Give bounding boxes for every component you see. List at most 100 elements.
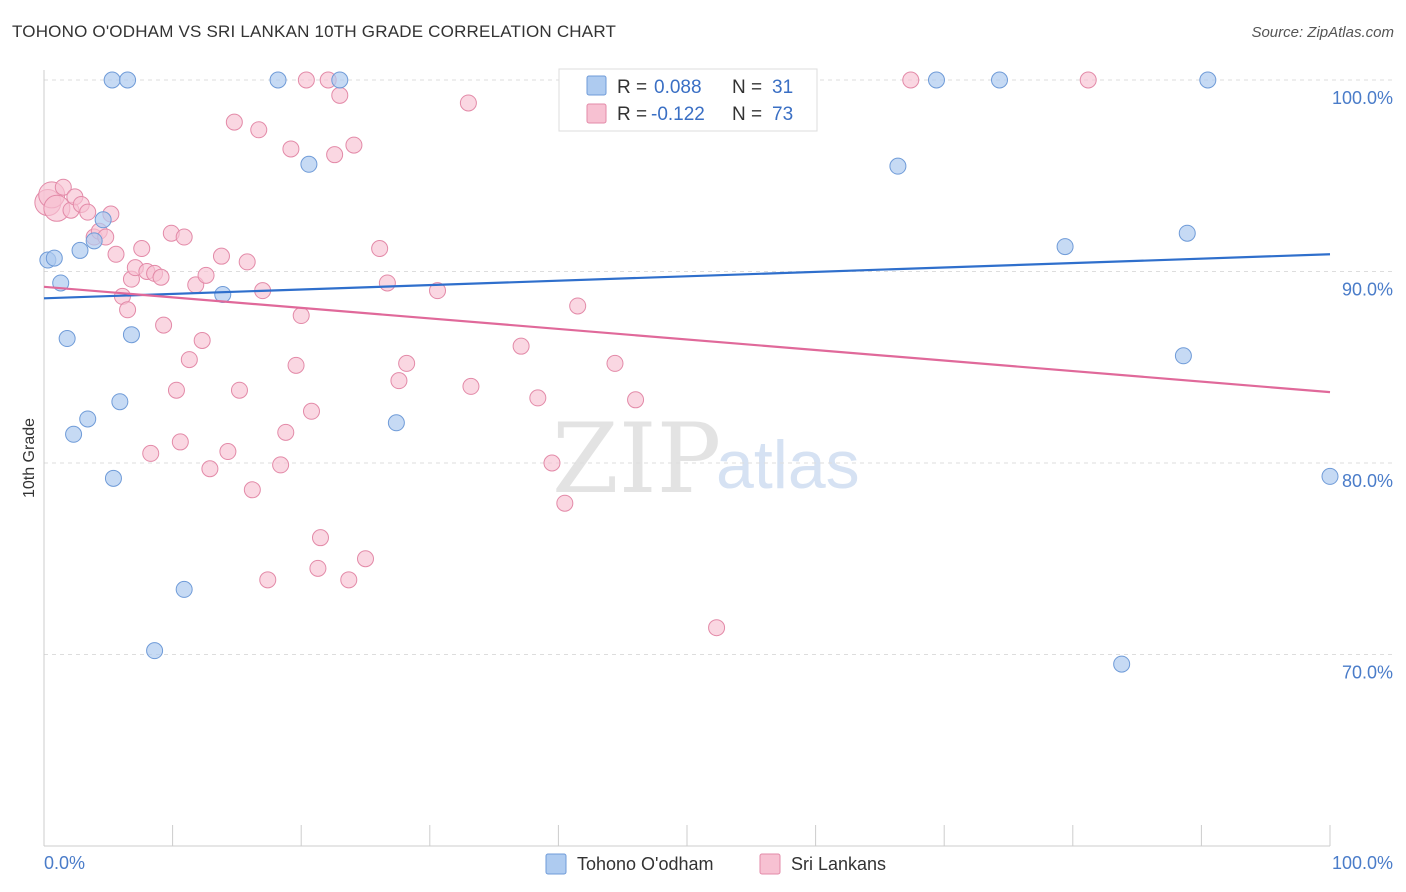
sri-lankans-point: [398, 354, 416, 372]
sri-lankans-point: [292, 307, 310, 325]
legend-n-label-blue: N =: [732, 77, 762, 98]
legend-r-label-blue: R =: [617, 77, 647, 98]
watermark-zip: ZIP: [552, 403, 721, 515]
legend-n-value-pink: 73: [772, 104, 793, 125]
sri-lankans-point: [331, 86, 349, 104]
sri-lankans-point: [133, 240, 151, 258]
legend-n-value-blue: 31: [772, 77, 793, 98]
sri-lankans-point: [311, 529, 329, 547]
tohono-oodham-point: [122, 326, 140, 344]
x-tick-label-max: 100.0%: [1332, 853, 1393, 873]
legend-r-value-pink: -0.122: [651, 104, 705, 125]
tohono-oodham-point: [1199, 71, 1217, 89]
y-tick-labels: 70.0% 80.0% 90.0% 100.0%: [1332, 88, 1393, 683]
series-sri-lankans-points: [34, 71, 1097, 637]
sri-lankans-point: [142, 444, 160, 462]
legend-swatch-blue: [586, 75, 607, 96]
grid-lines: [44, 79, 1392, 655]
x-tick-label-min: 0.0%: [44, 853, 85, 873]
sri-lankans-point: [902, 71, 920, 89]
sri-lankans-point: [193, 331, 211, 349]
sri-lankans-point: [282, 140, 300, 158]
sri-lankans-point: [371, 240, 389, 258]
sri-lankans-point: [152, 268, 170, 286]
sri-lankans-point: [119, 301, 137, 319]
y-tick-label: 100.0%: [1332, 88, 1393, 108]
legend-r-label-pink: R =: [617, 104, 647, 125]
watermark-atlas: atlas: [716, 427, 860, 503]
sri-lankans-point: [345, 136, 363, 154]
sri-lankans-point: [79, 203, 97, 221]
sri-lankans-point: [512, 337, 530, 355]
sri-lankans-point: [175, 228, 193, 246]
series-legend-swatch-pink: [759, 853, 781, 875]
sri-lankans-point: [357, 550, 374, 568]
sri-lankans-point: [556, 494, 574, 512]
y-axis-label: 10th Grade: [21, 418, 38, 498]
series-legend-label-pink: Sri Lankans: [791, 854, 886, 874]
tohono-oodham-point: [94, 211, 112, 229]
tohono-oodham-point: [300, 155, 318, 173]
tohono-oodham-point: [58, 330, 76, 348]
sri-lankans-point: [230, 381, 248, 399]
sri-lankans-point: [302, 402, 320, 420]
sri-lankans-point: [297, 71, 315, 89]
sri-lankans-point: [459, 94, 477, 112]
sri-lankans-point: [197, 266, 215, 284]
series-legend-swatch-blue: [545, 853, 567, 875]
tohono-oodham-point: [1178, 224, 1196, 242]
tohono-oodham-point: [1056, 238, 1074, 256]
tohono-oodham-point: [104, 469, 122, 487]
legend-r-value-blue: 0.088: [654, 77, 702, 98]
sri-lankans-point: [309, 559, 327, 577]
correlation-legend: R = 0.088 N = 31 R = -0.122 N = 73: [558, 68, 818, 132]
sri-lankans-point: [390, 372, 408, 390]
sri-lankans-point: [277, 423, 295, 441]
tohono-oodham-point: [1321, 467, 1339, 485]
tohono-oodham-point: [146, 642, 164, 660]
sri-lankans-point: [462, 377, 480, 395]
tohono-oodham-point: [889, 157, 907, 175]
sri-lankans-point: [171, 433, 189, 451]
tohono-oodham-point: [331, 71, 349, 89]
sri-lankans-point: [54, 178, 72, 196]
trend-lines: [43, 253, 1331, 394]
tohono-oodham-point: [1113, 655, 1131, 673]
tohono-oodham-point: [927, 71, 945, 89]
sri-lankans-point: [326, 146, 344, 164]
sri-lankans-point: [627, 391, 645, 409]
sri-lankans-point: [259, 571, 277, 589]
tohono-oodham-point: [119, 71, 137, 89]
sri-lankans-point: [529, 389, 547, 407]
trend-line-sri-lankans: [43, 285, 1331, 394]
sri-lankans-point: [107, 245, 125, 263]
tohono-oodham-point: [1174, 347, 1192, 365]
sri-lankans-point: [708, 619, 726, 637]
tohono-oodham-point: [65, 425, 83, 443]
tohono-oodham-point: [45, 249, 63, 267]
legend-n-label-pink: N =: [732, 104, 762, 125]
y-tick-label: 70.0%: [1342, 663, 1393, 683]
y-tick-label: 80.0%: [1342, 471, 1393, 491]
sri-lankans-point: [378, 274, 396, 292]
sri-lankans-point: [272, 456, 290, 474]
series-legend: Tohono O'odham Sri Lankans: [545, 853, 886, 875]
sri-lankans-point: [569, 297, 587, 315]
tohono-oodham-point: [111, 393, 129, 411]
chart-title: TOHONO O'ODHAM VS SRI LANKAN 10TH GRADE …: [12, 22, 617, 41]
sri-lankans-point: [219, 443, 237, 461]
sri-lankans-point: [606, 354, 624, 372]
sri-lankans-point: [1079, 71, 1097, 89]
sri-lankans-point: [180, 351, 198, 369]
x-ticks: 0.0% 100.0%: [43, 825, 1393, 873]
tohono-oodham-point: [103, 71, 121, 89]
sri-lankans-point: [238, 253, 256, 271]
tohono-oodham-point: [990, 71, 1008, 89]
sri-lankans-point: [225, 113, 243, 131]
sri-lankans-point: [201, 460, 219, 478]
sri-lankans-point: [340, 571, 358, 589]
sri-lankans-point: [243, 481, 261, 499]
sri-lankans-point: [250, 121, 268, 139]
tohono-oodham-point: [71, 241, 89, 259]
